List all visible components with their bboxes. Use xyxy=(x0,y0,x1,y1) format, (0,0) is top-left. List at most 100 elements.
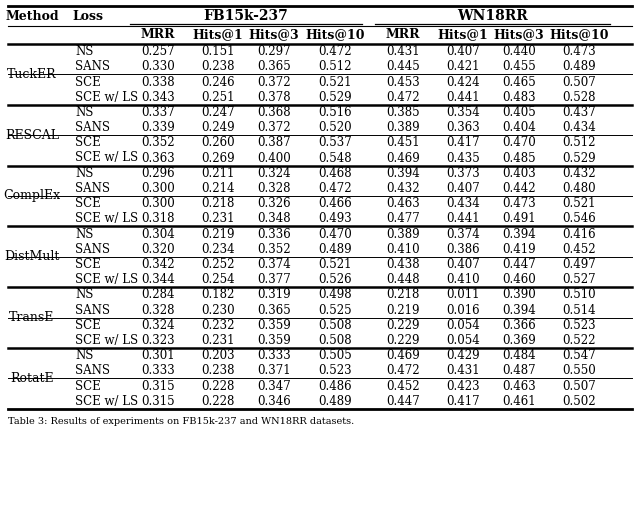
Text: 0.521: 0.521 xyxy=(318,76,352,88)
Text: 0.300: 0.300 xyxy=(141,197,175,210)
Text: 0.232: 0.232 xyxy=(201,319,235,332)
Text: 0.218: 0.218 xyxy=(202,197,235,210)
Text: 0.489: 0.489 xyxy=(318,243,352,255)
Text: 0.387: 0.387 xyxy=(257,136,291,149)
Text: 0.512: 0.512 xyxy=(318,60,352,74)
Text: 0.389: 0.389 xyxy=(386,121,420,134)
Text: 0.484: 0.484 xyxy=(502,349,536,362)
Text: 0.238: 0.238 xyxy=(201,60,235,74)
Text: 0.417: 0.417 xyxy=(446,395,480,408)
Text: 0.463: 0.463 xyxy=(502,379,536,393)
Text: 0.451: 0.451 xyxy=(386,136,420,149)
Text: 0.529: 0.529 xyxy=(318,90,352,104)
Text: SCE w/ LS: SCE w/ LS xyxy=(75,152,138,164)
Text: 0.374: 0.374 xyxy=(257,258,291,271)
Text: 0.373: 0.373 xyxy=(446,167,480,180)
Text: 0.359: 0.359 xyxy=(257,334,291,347)
Text: 0.368: 0.368 xyxy=(257,106,291,119)
Text: 0.230: 0.230 xyxy=(201,303,235,317)
Text: 0.452: 0.452 xyxy=(386,379,420,393)
Text: MRR: MRR xyxy=(386,28,420,42)
Text: 0.211: 0.211 xyxy=(202,167,235,180)
Text: 0.214: 0.214 xyxy=(201,182,235,195)
Text: 0.493: 0.493 xyxy=(318,212,352,225)
Text: 0.228: 0.228 xyxy=(202,395,235,408)
Text: 0.548: 0.548 xyxy=(318,152,352,164)
Text: SANS: SANS xyxy=(75,364,110,377)
Text: 0.472: 0.472 xyxy=(386,90,420,104)
Text: SCE: SCE xyxy=(75,197,100,210)
Text: 0.508: 0.508 xyxy=(318,334,352,347)
Text: 0.333: 0.333 xyxy=(257,349,291,362)
Text: 0.410: 0.410 xyxy=(446,273,480,286)
Text: NS: NS xyxy=(75,228,93,241)
Text: 0.526: 0.526 xyxy=(318,273,352,286)
Text: 0.472: 0.472 xyxy=(318,182,352,195)
Text: 0.463: 0.463 xyxy=(386,197,420,210)
Text: 0.300: 0.300 xyxy=(141,182,175,195)
Text: 0.337: 0.337 xyxy=(141,106,175,119)
Text: 0.431: 0.431 xyxy=(446,364,480,377)
Text: 0.407: 0.407 xyxy=(446,45,480,58)
Text: 0.516: 0.516 xyxy=(318,106,352,119)
Text: 0.323: 0.323 xyxy=(141,334,175,347)
Text: SANS: SANS xyxy=(75,182,110,195)
Text: 0.359: 0.359 xyxy=(257,319,291,332)
Text: 0.405: 0.405 xyxy=(502,106,536,119)
Text: 0.336: 0.336 xyxy=(257,228,291,241)
Text: 0.234: 0.234 xyxy=(201,243,235,255)
Text: 0.423: 0.423 xyxy=(446,379,480,393)
Text: 0.403: 0.403 xyxy=(502,167,536,180)
Text: 0.363: 0.363 xyxy=(141,152,175,164)
Text: 0.473: 0.473 xyxy=(502,197,536,210)
Text: SCE w/ LS: SCE w/ LS xyxy=(75,334,138,347)
Text: 0.315: 0.315 xyxy=(141,379,175,393)
Text: 0.246: 0.246 xyxy=(201,76,235,88)
Text: 0.269: 0.269 xyxy=(201,152,235,164)
Text: 0.324: 0.324 xyxy=(141,319,175,332)
Text: SCE: SCE xyxy=(75,258,100,271)
Text: 0.054: 0.054 xyxy=(446,319,480,332)
Text: SANS: SANS xyxy=(75,121,110,134)
Text: 0.346: 0.346 xyxy=(257,395,291,408)
Text: 0.011: 0.011 xyxy=(446,288,480,301)
Text: 0.465: 0.465 xyxy=(502,76,536,88)
Text: NS: NS xyxy=(75,288,93,301)
Text: 0.525: 0.525 xyxy=(318,303,352,317)
Text: 0.378: 0.378 xyxy=(257,90,291,104)
Text: 0.486: 0.486 xyxy=(318,379,352,393)
Text: 0.249: 0.249 xyxy=(201,121,235,134)
Text: 0.455: 0.455 xyxy=(502,60,536,74)
Text: 0.487: 0.487 xyxy=(502,364,536,377)
Text: 0.252: 0.252 xyxy=(201,258,235,271)
Text: 0.521: 0.521 xyxy=(563,197,596,210)
Text: 0.339: 0.339 xyxy=(141,121,175,134)
Text: 0.251: 0.251 xyxy=(201,90,235,104)
Text: RotatE: RotatE xyxy=(10,372,54,385)
Text: 0.326: 0.326 xyxy=(257,197,291,210)
Text: 0.304: 0.304 xyxy=(141,228,175,241)
Text: 0.297: 0.297 xyxy=(257,45,291,58)
Text: 0.489: 0.489 xyxy=(318,395,352,408)
Text: Hits@10: Hits@10 xyxy=(305,28,365,42)
Text: SANS: SANS xyxy=(75,243,110,255)
Text: SCE w/ LS: SCE w/ LS xyxy=(75,395,138,408)
Text: 0.470: 0.470 xyxy=(318,228,352,241)
Text: 0.529: 0.529 xyxy=(562,152,596,164)
Text: 0.520: 0.520 xyxy=(318,121,352,134)
Text: 0.260: 0.260 xyxy=(201,136,235,149)
Text: 0.523: 0.523 xyxy=(562,319,596,332)
Text: Loss: Loss xyxy=(72,9,104,23)
Text: 0.505: 0.505 xyxy=(318,349,352,362)
Text: 0.434: 0.434 xyxy=(562,121,596,134)
Text: 0.231: 0.231 xyxy=(201,334,235,347)
Text: 0.437: 0.437 xyxy=(562,106,596,119)
Text: 0.507: 0.507 xyxy=(562,76,596,88)
Text: 0.394: 0.394 xyxy=(502,303,536,317)
Text: SCE: SCE xyxy=(75,76,100,88)
Text: 0.330: 0.330 xyxy=(141,60,175,74)
Text: 0.365: 0.365 xyxy=(257,303,291,317)
Text: 0.435: 0.435 xyxy=(446,152,480,164)
Text: 0.319: 0.319 xyxy=(257,288,291,301)
Text: 0.352: 0.352 xyxy=(141,136,175,149)
